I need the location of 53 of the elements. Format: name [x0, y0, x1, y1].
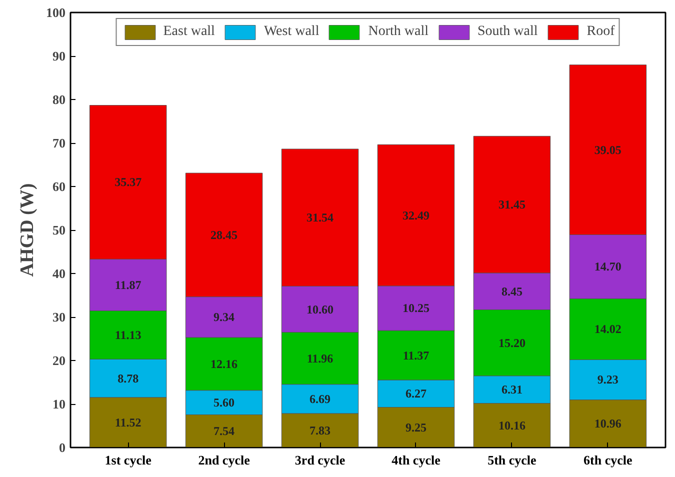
y-tick-label: 30	[52, 310, 66, 324]
data-label: 6.69	[310, 392, 331, 406]
data-label: 9.34	[214, 310, 235, 324]
data-label: 31.45	[498, 198, 526, 212]
y-axis-title: AHGD (W)	[17, 183, 38, 277]
y-tick-label: 50	[52, 222, 66, 238]
data-label: 11.13	[114, 328, 142, 342]
data-label: 12.16	[210, 356, 238, 371]
data-label: 8.78	[118, 371, 139, 386]
legend-label: North wall	[368, 24, 428, 40]
data-label: 5.60	[214, 396, 235, 410]
data-label: 11.87	[114, 278, 142, 292]
legend-label: South wall	[477, 24, 538, 40]
legend-label: Roof	[586, 24, 615, 40]
data-label: 11.96	[306, 351, 334, 366]
data-label: 14.70	[594, 260, 622, 274]
y-tick-label: 80	[52, 92, 66, 107]
y-tick-label: 60	[52, 179, 66, 194]
y-tick-label: 10	[52, 396, 66, 412]
data-label: 8.45	[501, 284, 522, 298]
data-label: 9.25	[405, 420, 426, 434]
data-label: 7.83	[310, 423, 331, 438]
data-label: 10.60	[306, 302, 334, 316]
data-label: 9.23	[597, 372, 618, 387]
x-tick-label: 3rd cycle	[294, 452, 346, 468]
data-label: 35.37	[114, 175, 142, 190]
data-label: 15.20	[498, 336, 526, 350]
data-label: 10.25	[402, 301, 430, 316]
data-label: 31.54	[306, 210, 334, 225]
x-tick-label: 6th cycle	[584, 452, 633, 468]
y-tick-label: 90	[52, 48, 66, 64]
y-tick-label: 100	[46, 5, 66, 20]
data-label: 32.49	[402, 208, 430, 222]
data-label: 6.31	[501, 382, 522, 397]
data-label: 10.96	[594, 416, 622, 431]
data-label: 7.54	[214, 424, 235, 438]
x-tick-label: 1st cycle	[104, 452, 152, 468]
data-label: 39.05	[594, 142, 622, 157]
data-label: 6.27	[405, 386, 426, 401]
y-tick-label: 0	[59, 440, 66, 455]
legend-label: East wall	[163, 24, 215, 40]
data-label: 14.02	[594, 322, 622, 336]
legend-label: West wall	[264, 24, 320, 40]
y-tick-label: 40	[52, 266, 66, 281]
x-tick-label: 4th cycle	[392, 452, 441, 468]
data-label: 28.45	[210, 228, 238, 242]
y-tick-label: 20	[52, 353, 66, 368]
data-label: 10.16	[498, 418, 526, 432]
x-tick-label: 2nd cycle	[198, 452, 250, 468]
data-label: 11.52	[114, 415, 142, 430]
data-label: 11.37	[402, 348, 430, 362]
y-tick-label: 70	[52, 136, 66, 150]
x-tick-label: 5th cycle	[488, 452, 537, 468]
